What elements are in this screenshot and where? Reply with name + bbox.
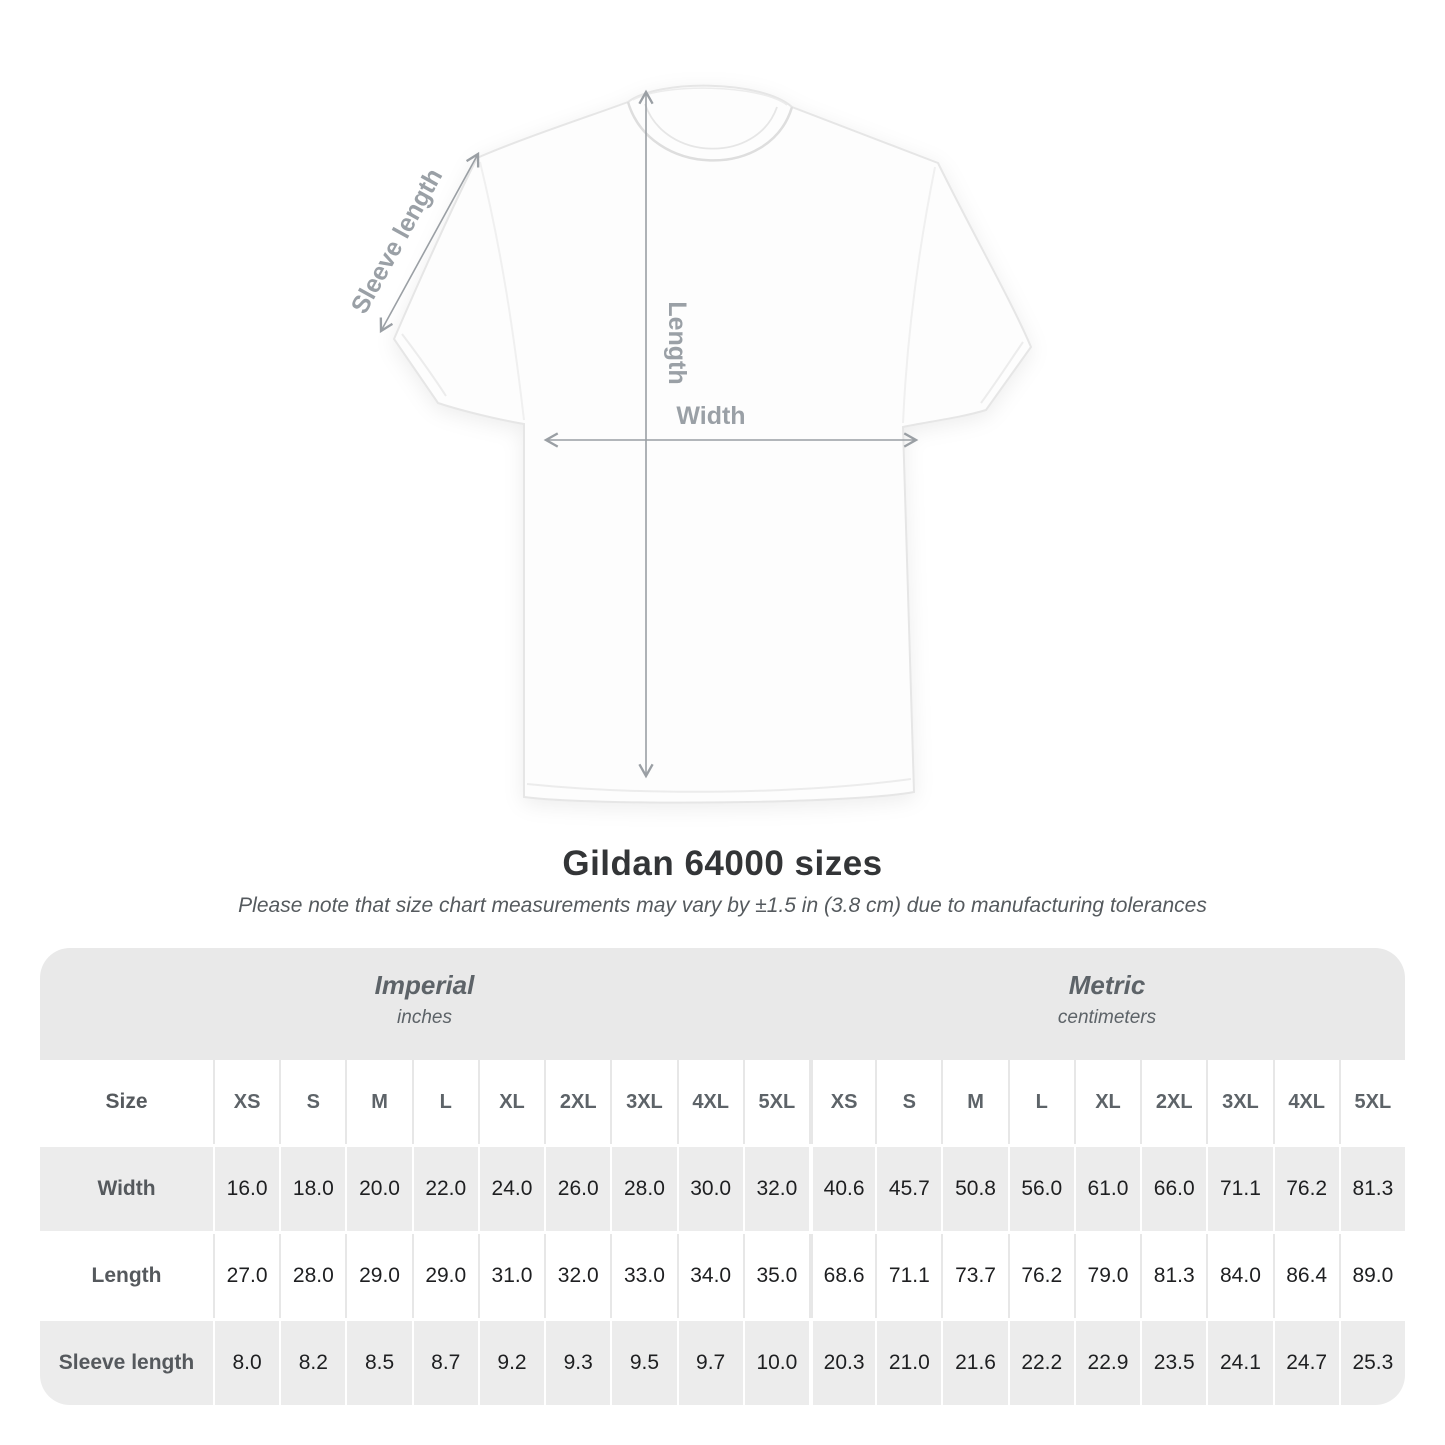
metric-value-cell: 23.5 (1140, 1321, 1206, 1405)
imperial-value-cell: 34.0 (676, 1234, 743, 1318)
unit-header-band: Imperial inches Metric centimeters (40, 948, 1405, 1060)
metric-value-cell: 22.2 (1007, 1321, 1074, 1405)
size-col-header: M (345, 1060, 411, 1144)
metric-value-cell: 21.0 (875, 1321, 941, 1405)
tshirt-photo (392, 84, 1033, 804)
imperial-value-cell: 28.0 (279, 1234, 345, 1318)
size-col-header: 2XL (544, 1060, 610, 1144)
imperial-value-cell: 30.0 (676, 1147, 743, 1231)
metric-value-cell: 71.1 (1206, 1147, 1272, 1231)
imperial-value-cell: 32.0 (544, 1234, 610, 1318)
size-col-header: 4XL (1272, 1060, 1339, 1144)
metric-value-cell: 86.4 (1272, 1234, 1339, 1318)
size-col-header: XS (808, 1060, 875, 1144)
measure-row-label: Length (91, 1264, 162, 1287)
metric-value-cell: 89.0 (1338, 1234, 1405, 1318)
metric-value-cell: 45.7 (875, 1147, 941, 1231)
size-col-header: 2XL (1140, 1060, 1206, 1144)
sleeve-length-arrow (379, 151, 480, 334)
imperial-section-header: Imperial inches (40, 948, 809, 1060)
size-col-header: S (279, 1060, 345, 1144)
size-col-header: 3XL (1206, 1060, 1272, 1144)
metric-section-header: Metric centimeters (809, 948, 1405, 1060)
size-col-header: XS (213, 1060, 279, 1144)
imperial-value-cell: 27.0 (213, 1234, 279, 1318)
metric-value-cell: 66.0 (1140, 1147, 1206, 1231)
imperial-value-cell: 35.0 (742, 1234, 809, 1318)
page-subtitle: Please note that size chart measurements… (238, 894, 1207, 917)
imperial-value-cell: 16.0 (213, 1147, 279, 1231)
tshirt-diagram: Sleeve length Length Width (346, 84, 1033, 804)
size-col-header: S (875, 1060, 941, 1144)
metric-value-cell: 81.3 (1140, 1234, 1206, 1318)
imperial-value-cell: 9.3 (544, 1321, 610, 1405)
page-title: Gildan 64000 sizes (562, 844, 883, 883)
imperial-value-cell: 28.0 (610, 1147, 676, 1231)
imperial-value-cell: 20.0 (345, 1147, 411, 1231)
size-col-header: L (1007, 1060, 1074, 1144)
table-row: Width 16.0 18.0 20.0 22.0 24.0 26.0 28.0 30.0 32.… (40, 1144, 1405, 1231)
size-col-header: 4XL (676, 1060, 743, 1144)
metric-value-cell: 73.7 (941, 1234, 1007, 1318)
metric-value-cell: 20.3 (808, 1321, 875, 1405)
imperial-value-cell: 8.0 (213, 1321, 279, 1405)
metric-value-cell: 76.2 (1007, 1234, 1074, 1318)
metric-value-cell: 81.3 (1338, 1147, 1405, 1231)
table-row: Sleeve length 8.0 8.2 8.5 8.7 9.2 9.3 9.5 9.7 10.… (40, 1318, 1405, 1405)
imperial-value-cell: 9.5 (610, 1321, 676, 1405)
metric-value-cell: 40.6 (808, 1147, 875, 1231)
imperial-value-cell: 24.0 (477, 1147, 544, 1231)
metric-value-cell: 24.7 (1272, 1321, 1339, 1405)
metric-value-cell: 76.2 (1272, 1147, 1339, 1231)
imperial-value-cell: 26.0 (544, 1147, 610, 1231)
imperial-value-cell: 32.0 (742, 1147, 809, 1231)
metric-value-cell: 61.0 (1073, 1147, 1140, 1231)
imperial-value-cell: 29.0 (345, 1234, 411, 1318)
size-col-header: 3XL (610, 1060, 676, 1144)
table-row: Length 27.0 28.0 29.0 29.0 31.0 32.0 33.0 34.0 35… (40, 1231, 1405, 1318)
length-label: Length (663, 301, 691, 384)
imperial-value-cell: 22.0 (411, 1147, 478, 1231)
imperial-value-cell: 29.0 (411, 1234, 478, 1318)
metric-value-cell: 56.0 (1007, 1147, 1074, 1231)
size-header-cell: Size (105, 1090, 148, 1113)
size-col-header: L (411, 1060, 478, 1144)
size-col-header: XL (477, 1060, 544, 1144)
imperial-value-cell: 8.5 (345, 1321, 411, 1405)
size-col-header: 5XL (742, 1060, 809, 1144)
imperial-value-cell: 8.7 (411, 1321, 478, 1405)
measure-row-label: Sleeve length (58, 1351, 195, 1374)
size-col-header: M (941, 1060, 1007, 1144)
metric-value-cell: 71.1 (875, 1234, 941, 1318)
imperial-value-cell: 9.2 (477, 1321, 544, 1405)
metric-value-cell: 84.0 (1206, 1234, 1272, 1318)
metric-value-cell: 79.0 (1073, 1234, 1140, 1318)
measurement-arrows (379, 89, 919, 779)
measure-row-label: Width (97, 1177, 156, 1200)
size-col-header: 5XL (1338, 1060, 1405, 1144)
size-table-rows: Size XS S M L XL 2XL 3XL 4XL 5XL XS S M L XL 2XL 3XL 4XL 5… (40, 1060, 1405, 1405)
metric-unit: centimeters (1057, 1006, 1157, 1028)
metric-value-cell: 22.9 (1073, 1321, 1140, 1405)
metric-value-cell: 68.6 (808, 1234, 875, 1318)
imperial-value-cell: 9.7 (676, 1321, 743, 1405)
metric-value-cell: 25.3 (1338, 1321, 1405, 1405)
size-col-header: XL (1073, 1060, 1140, 1144)
imperial-value-cell: 33.0 (610, 1234, 676, 1318)
imperial-value-cell: 8.2 (279, 1321, 345, 1405)
metric-value-cell: 21.6 (941, 1321, 1007, 1405)
size-table: Imperial inches Metric centimeters Size X… (40, 948, 1405, 1405)
imperial-title: Imperial (374, 969, 475, 1000)
metric-value-cell: 50.8 (941, 1147, 1007, 1231)
width-label: Width (676, 402, 745, 430)
metric-title: Metric (1068, 969, 1146, 1000)
metric-value-cell: 24.1 (1206, 1321, 1272, 1405)
imperial-unit: inches (397, 1006, 452, 1028)
imperial-value-cell: 10.0 (742, 1321, 809, 1405)
imperial-value-cell: 31.0 (477, 1234, 544, 1318)
imperial-value-cell: 18.0 (279, 1147, 345, 1231)
table-row: Size XS S M L XL 2XL 3XL 4XL 5XL XS S M L XL 2XL 3XL 4XL 5… (40, 1060, 1405, 1144)
